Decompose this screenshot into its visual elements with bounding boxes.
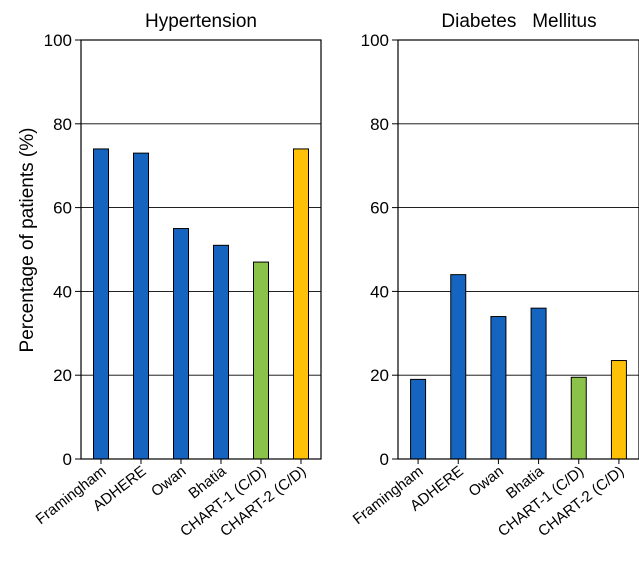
diabetes-bars (410, 274, 627, 460)
hypertension-bar-owan (173, 228, 189, 460)
diabetes-gridlines (398, 123, 639, 376)
diabetes-y-tick-label-100: 100 (361, 31, 389, 50)
diabetes-y-tick-label-60: 60 (370, 199, 389, 218)
hypertension-bar-adhere (133, 152, 149, 460)
diabetes-y-tick-label-80: 80 (370, 115, 389, 134)
hypertension-y-tick-label-100: 100 (44, 31, 72, 50)
hypertension-bar-bhatia (213, 244, 229, 460)
diabetes-bar-framingham (410, 378, 427, 460)
hypertension-panel: Hypertension 0 20 40 60 80 100 FraminghamADHE… (33, 11, 322, 540)
diabetes-title: Diabetes Mellitus (441, 11, 596, 32)
hypertension-gridlines (81, 123, 321, 376)
diabetes-y-tick-label-20: 20 (370, 366, 389, 385)
diabetes-panel: Diabetes Mellitus 0 20 40 60 80 100 Framingha… (350, 11, 639, 540)
hypertension-category-label-owan: Owan (148, 463, 189, 501)
diabetes-plot-frame (397, 39, 639, 460)
hypertension-y-tick-label-80: 80 (53, 115, 72, 134)
diabetes-bar-chart-1-c-d (570, 376, 587, 460)
diabetes-category-label-owan: Owan (466, 463, 507, 501)
hypertension-y-tick-label-0: 0 (63, 450, 72, 469)
hypertension-title: Hypertension (145, 11, 257, 32)
diabetes-y-tick-label-0: 0 (380, 450, 389, 469)
hypertension-plot-frame (80, 39, 322, 460)
diabetes-bar-bhatia (530, 307, 547, 460)
hypertension-bar-chart-2-c-d (293, 148, 309, 460)
diabetes-y-tick-label-40: 40 (370, 282, 389, 301)
diabetes-bar-adhere (450, 274, 467, 460)
y-axis-label: Percentage of patients (%) (17, 128, 38, 353)
hypertension-bar-framingham (93, 148, 109, 460)
diabetes-bar-chart-2-c-d (610, 360, 627, 460)
diabetes-bar-owan (490, 316, 507, 460)
hypertension-y-ticks: 0 20 40 60 80 100 (44, 31, 81, 469)
hypertension-bar-chart-1-c-d (253, 261, 269, 460)
diabetes-y-ticks: 0 20 40 60 80 100 (361, 31, 398, 469)
hypertension-y-tick-label-60: 60 (53, 199, 72, 218)
hypertension-y-tick-label-40: 40 (53, 282, 72, 301)
hypertension-y-tick-label-20: 20 (53, 366, 72, 385)
hypertension-bars (93, 148, 309, 460)
